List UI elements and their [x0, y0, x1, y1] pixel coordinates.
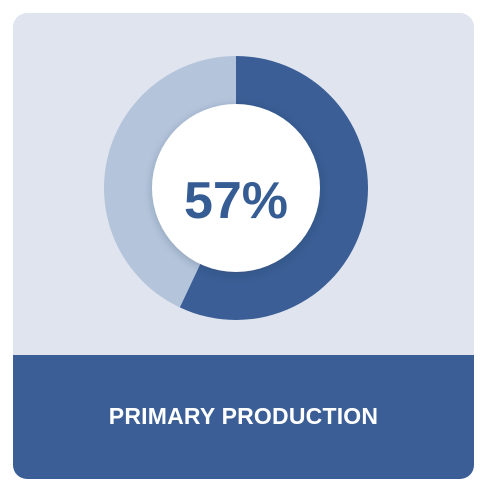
kpi-card: 57% PRIMARY PRODUCTION — [13, 13, 474, 479]
card-title: PRIMARY PRODUCTION — [108, 402, 379, 429]
donut-chart — [104, 56, 369, 320]
donut-center-circle — [152, 104, 320, 272]
donut-chart-area: 57% — [13, 13, 474, 355]
percentage-value: 57% — [183, 172, 289, 230]
card-footer: PRIMARY PRODUCTION — [13, 355, 474, 479]
